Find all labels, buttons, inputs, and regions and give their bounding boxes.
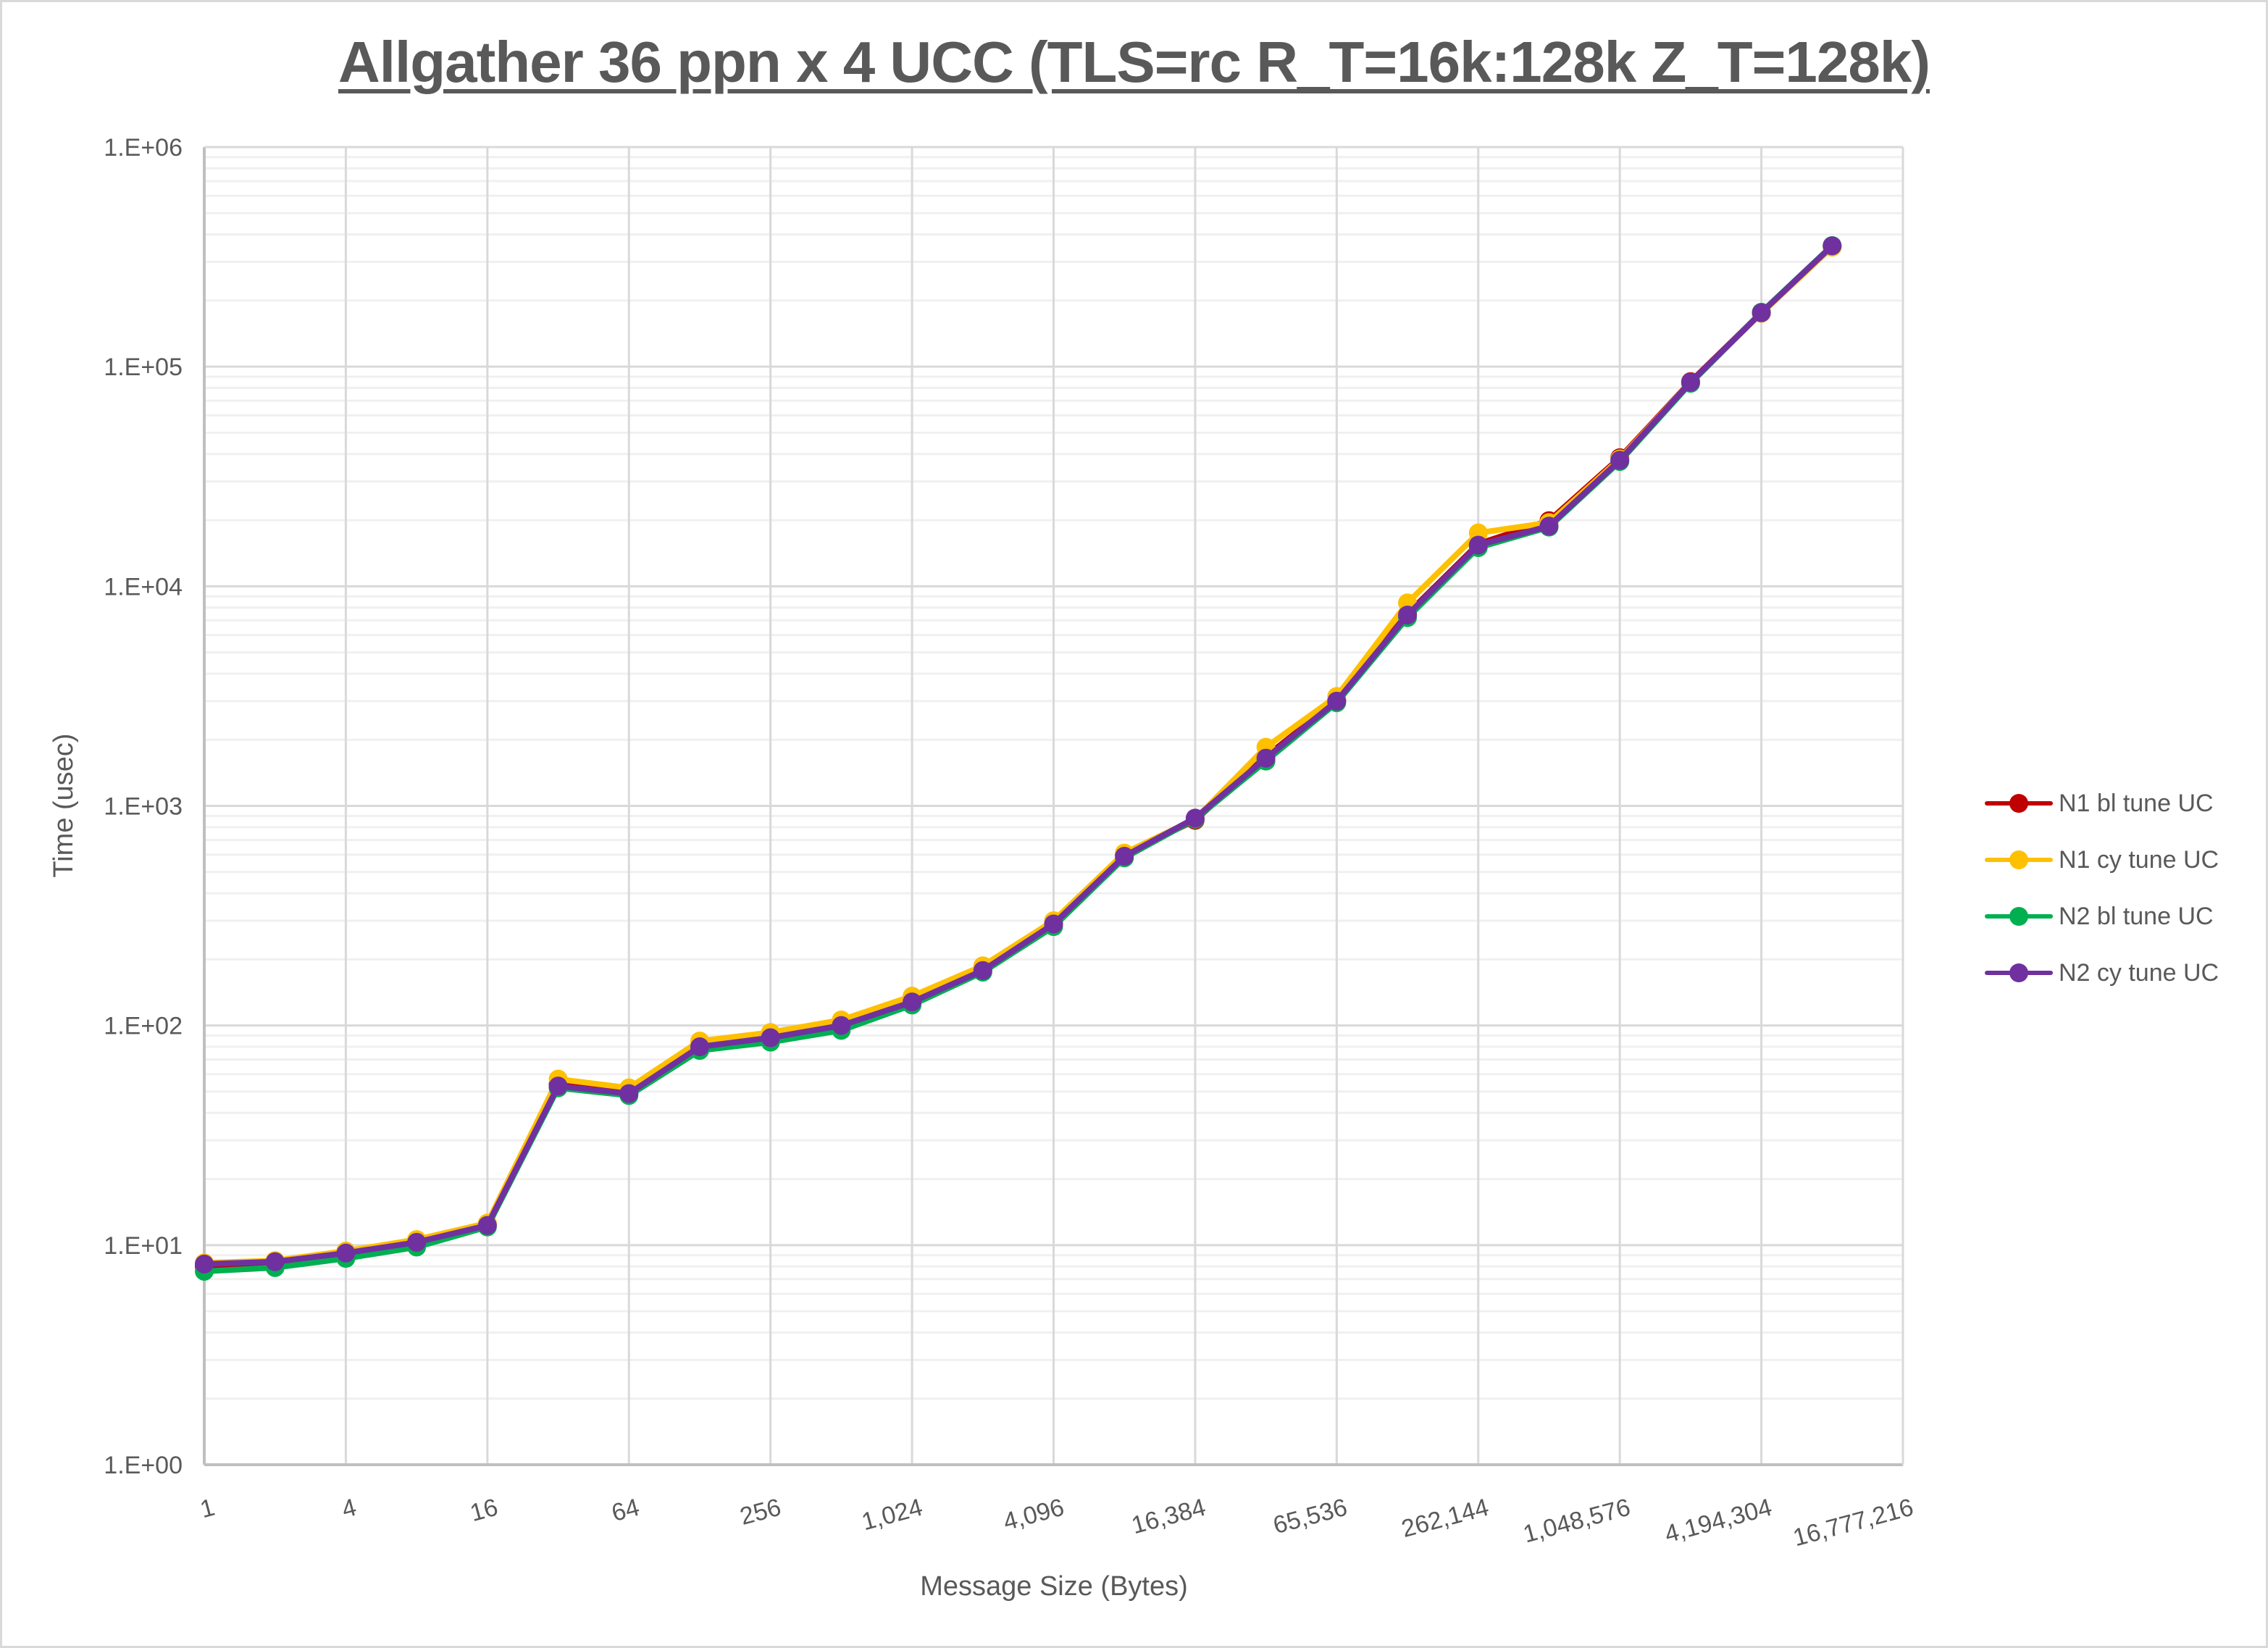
series-n1-bl-tune-uc bbox=[195, 237, 1842, 1276]
x-tick-label: 262,144 bbox=[1399, 1494, 1492, 1544]
legend: N1 bl tune UC N1 cy tune UC N2 bl tune U… bbox=[1985, 775, 2219, 1001]
x-tick-label: 4,194,304 bbox=[1662, 1494, 1775, 1549]
data-point[interactable] bbox=[548, 1076, 568, 1096]
y-tick-label: 1.E+01 bbox=[104, 1232, 183, 1260]
data-point[interactable] bbox=[761, 1028, 780, 1047]
axes bbox=[203, 146, 1904, 1466]
x-tick-labels: 1 4 16 64 256 1,024 4,096 16,384 65,536 262,144 1,… bbox=[197, 1494, 1916, 1552]
data-point[interactable] bbox=[1468, 535, 1488, 555]
x-tick-label: 16 bbox=[467, 1494, 501, 1527]
x-tick-label: 4,096 bbox=[1000, 1494, 1067, 1536]
x-tick-label: 64 bbox=[608, 1494, 642, 1527]
x-tick-label: 65,536 bbox=[1271, 1494, 1350, 1540]
x-tick-label: 1 bbox=[197, 1494, 217, 1524]
legend-marker-icon bbox=[1985, 905, 2053, 927]
legend-item[interactable]: N1 bl tune UC bbox=[1985, 775, 2219, 832]
x-tick-label: 16,777,216 bbox=[1790, 1494, 1916, 1552]
legend-item[interactable]: N1 cy tune UC bbox=[1985, 832, 2219, 888]
x-tick-label: 1,024 bbox=[859, 1494, 926, 1536]
data-point[interactable] bbox=[973, 961, 992, 980]
legend-label: N1 cy tune UC bbox=[2059, 845, 2219, 874]
data-series bbox=[195, 235, 1842, 1281]
data-point[interactable] bbox=[1539, 516, 1559, 536]
y-tick-labels: 1.E+00 1.E+01 1.E+02 1.E+03 1.E+04 1.E+05 1.E+… bbox=[104, 134, 183, 1479]
legend-marker-icon bbox=[1985, 849, 2053, 871]
data-point[interactable] bbox=[832, 1016, 851, 1035]
x-tick-label: 4 bbox=[339, 1494, 359, 1524]
data-point[interactable] bbox=[1752, 303, 1771, 322]
legend-marker-icon bbox=[1985, 962, 2053, 984]
x-axis-label: Message Size (Bytes) bbox=[920, 1571, 1188, 1602]
legend-label: N2 cy tune UC bbox=[2059, 958, 2219, 987]
data-point[interactable] bbox=[1398, 605, 1418, 624]
data-point[interactable] bbox=[265, 1252, 285, 1271]
data-point[interactable] bbox=[477, 1216, 497, 1235]
legend-label: N1 bl tune UC bbox=[2059, 789, 2214, 817]
data-point[interactable] bbox=[1256, 748, 1276, 768]
legend-item[interactable]: N2 bl tune UC bbox=[1985, 888, 2219, 945]
y-tick-label: 1.E+04 bbox=[104, 573, 183, 601]
data-point[interactable] bbox=[195, 1254, 214, 1273]
chart-title-text: Allgather 36 ppn x 4 UCC (TLS=rc R_T=16k… bbox=[338, 30, 1930, 94]
data-point[interactable] bbox=[690, 1037, 709, 1057]
chart-title: Allgather 36 ppn x 4 UCC (TLS=rc R_T=16k… bbox=[0, 29, 2268, 96]
series-n2-cy-tune-uc bbox=[195, 236, 1842, 1273]
data-point[interactable] bbox=[1044, 914, 1063, 934]
x-tick-label: 1,048,576 bbox=[1520, 1494, 1633, 1549]
x-tick-label: 256 bbox=[737, 1494, 784, 1531]
data-point[interactable] bbox=[619, 1084, 639, 1103]
y-tick-label: 1.E+03 bbox=[104, 793, 183, 821]
y-tick-label: 1.E+02 bbox=[104, 1013, 183, 1040]
y-axis-label: Time (usec) bbox=[49, 733, 79, 877]
y-tick-label: 1.E+05 bbox=[104, 354, 183, 381]
y-tick-label: 1.E+00 bbox=[104, 1452, 183, 1479]
data-point[interactable] bbox=[407, 1232, 427, 1252]
data-point[interactable] bbox=[1115, 846, 1134, 866]
data-point[interactable] bbox=[1185, 808, 1205, 828]
series-n2-bl-tune-uc bbox=[195, 235, 1842, 1281]
data-point[interactable] bbox=[1823, 236, 1842, 256]
legend-marker-icon bbox=[1985, 792, 2053, 814]
legend-item[interactable]: N2 cy tune UC bbox=[1985, 945, 2219, 1001]
x-tick-label: 16,384 bbox=[1129, 1494, 1208, 1540]
legend-label: N2 bl tune UC bbox=[2059, 902, 2214, 930]
data-point[interactable] bbox=[903, 992, 922, 1012]
data-point[interactable] bbox=[1610, 451, 1630, 470]
y-tick-label: 1.E+06 bbox=[104, 134, 183, 162]
data-point[interactable] bbox=[336, 1243, 356, 1263]
series-n1-cy-tune-uc bbox=[195, 238, 1842, 1273]
data-point[interactable] bbox=[1681, 372, 1700, 392]
data-point[interactable] bbox=[1327, 691, 1347, 711]
